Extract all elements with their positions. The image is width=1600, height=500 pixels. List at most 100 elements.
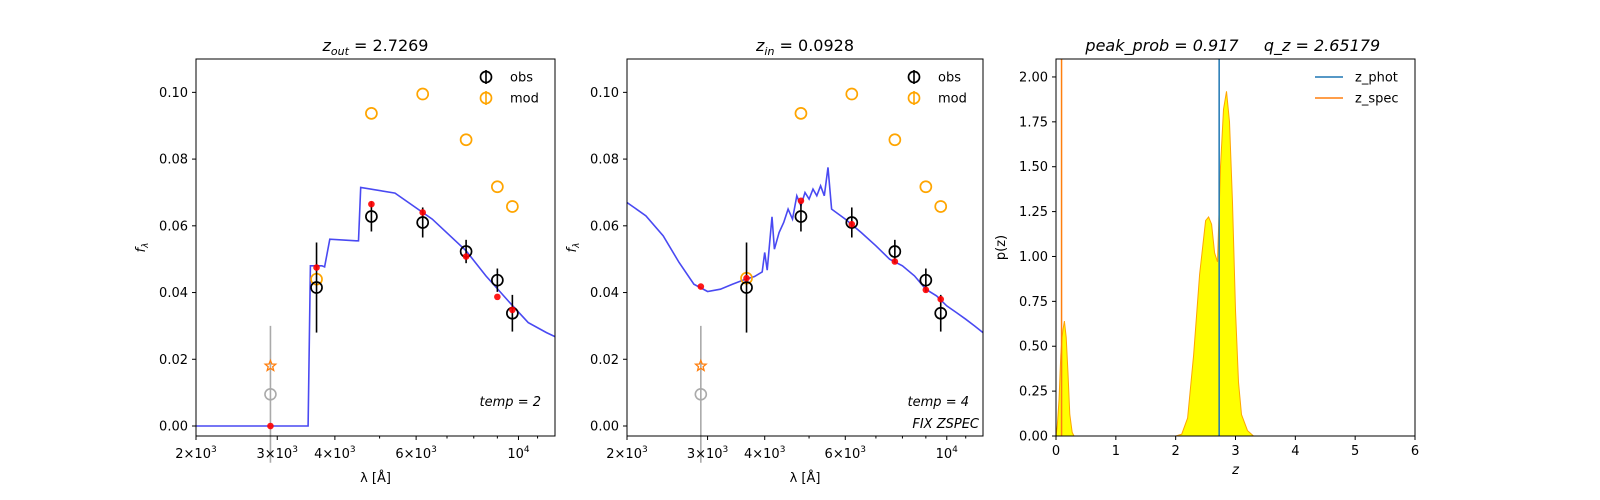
x-tick-label: 6×103: [395, 445, 436, 462]
y-tick-label: 0.06: [590, 219, 619, 234]
x-tick-label: 4×103: [314, 445, 355, 462]
y-tick-label: 0.00: [590, 419, 619, 434]
y-axis-label-sub: λ: [141, 243, 151, 249]
obs-point: [919, 273, 933, 287]
x-tick-label-base: 3×10: [257, 447, 293, 462]
x-tick-label: 1: [1112, 444, 1120, 459]
obs-point: [310, 281, 323, 294]
faint-obs-point: [694, 387, 708, 401]
title-sub: in: [764, 45, 774, 58]
model-flux-point: [368, 200, 375, 208]
model-flux-point: [313, 264, 320, 271]
y-tick-label: 1.50: [1019, 160, 1048, 175]
sed-model-line: [627, 167, 983, 334]
y-tick-label: 0.00: [1019, 430, 1048, 445]
x-tick-label-exp: 3: [211, 445, 217, 455]
legend-label: obs: [510, 71, 533, 86]
mod-point: [794, 107, 808, 120]
y-tick-label: 0.00: [159, 419, 188, 434]
x-tick-label: 4: [1291, 444, 1299, 459]
axes-frame: [195, 58, 556, 437]
star-marker: [263, 358, 278, 372]
mod-point: [365, 107, 378, 120]
y-axis-label-sub: λ: [572, 243, 582, 249]
y-tick-label: 0.02: [590, 353, 619, 368]
pdf-fill: [1056, 91, 1356, 437]
y-axis-label-main: f: [134, 245, 149, 252]
legend-label: obs: [938, 71, 961, 86]
model-flux-point: [509, 306, 516, 314]
x-axis-label: λ [Å]: [790, 470, 821, 486]
title-sub: out: [331, 45, 350, 58]
x-tick-label-base: 10: [507, 447, 524, 462]
x-tick-label-exp: 4: [952, 445, 958, 455]
x-tick-label: 2: [1172, 444, 1180, 459]
mod-point: [416, 87, 430, 101]
y-axis-label: p(z): [994, 235, 1009, 260]
x-tick-label-base: 6×10: [825, 447, 861, 462]
x-tick-label: 2×103: [175, 445, 216, 462]
y-tick-label: 0.02: [159, 353, 188, 368]
x-tick-label-exp: 3: [723, 445, 729, 455]
x-tick-label: 3: [1231, 444, 1239, 459]
legend-label: z_phot: [1355, 71, 1398, 86]
model-flux-point: [743, 274, 750, 282]
y-axis-label: fλ: [134, 243, 151, 253]
legend-marker: [479, 91, 493, 105]
x-tick-label-base: 10: [936, 447, 953, 462]
y-tick-label: 1.25: [1019, 205, 1048, 220]
legend-marker: [907, 70, 921, 84]
obs-point: [845, 216, 859, 229]
y-tick-label: 0.04: [590, 286, 619, 301]
model-flux-point: [267, 422, 274, 430]
obs-point: [888, 245, 902, 258]
panel-title: zout = 2.7269: [322, 36, 429, 58]
y-tick-label: 0.75: [1019, 295, 1048, 310]
mod-point: [845, 87, 859, 101]
title-var: z: [755, 36, 765, 55]
y-tick-label: 0.08: [159, 153, 188, 168]
x-tick-label-exp: 3: [292, 445, 298, 455]
mod-point: [919, 180, 933, 194]
x-axis-label: λ [Å]: [360, 470, 391, 486]
x-tick-label-base: 4×10: [744, 447, 780, 462]
sed-model-line: [196, 186, 555, 427]
legend-marker: [479, 70, 493, 84]
x-tick-label-exp: 3: [780, 445, 786, 455]
y-tick-label: 0.04: [159, 286, 188, 301]
y-tick-label: 1.00: [1019, 250, 1048, 265]
qz-title: q_z = 2.65179: [1264, 36, 1380, 56]
y-axis-label: fλ: [565, 243, 582, 253]
x-tick-label: 3×103: [257, 445, 298, 462]
x-tick-label-base: 4×10: [314, 447, 350, 462]
model-flux-point: [419, 209, 426, 216]
mod-point: [888, 133, 902, 147]
x-tick-label-base: 6×10: [395, 447, 431, 462]
x-tick-label: 6×103: [825, 445, 866, 462]
x-tick-label: 104: [936, 445, 959, 462]
y-axis-label-main: f: [565, 245, 580, 252]
legend-label: mod: [510, 92, 539, 107]
x-tick-label-exp: 3: [642, 445, 648, 455]
template-annotation: temp = 2: [480, 395, 541, 410]
title-value: = 0.0928: [774, 36, 854, 55]
panel-title: zin = 0.0928: [755, 36, 854, 58]
pz-panel: 0.00 0.25 0.50 0.75 1.00 1.25 1.50 1.75 2.00 0 1 2 3…: [994, 36, 1419, 478]
x-tick-label-base: 2×10: [606, 447, 642, 462]
mod-point: [934, 200, 948, 213]
x-tick-label: 3×103: [687, 445, 728, 462]
x-tick-label: 4×103: [744, 445, 785, 462]
x-tick-label: 5: [1351, 444, 1359, 459]
x-tick-label-base: 2×10: [175, 447, 211, 462]
title-value: = 2.7269: [349, 36, 429, 55]
peak-prob-title: peak_prob = 0.917: [1084, 36, 1239, 56]
y-tick-label: 1.75: [1019, 115, 1048, 130]
legend-label: z_spec: [1355, 92, 1399, 107]
legend-label: mod: [938, 92, 967, 107]
axes-frame: [626, 58, 984, 437]
model-flux-point: [462, 253, 470, 260]
sed-panel-1: 0.000.020.040.060.080.102×103 3×103 4×103 6…: [134, 36, 556, 486]
obs-point: [416, 216, 430, 229]
model-flux-point: [922, 286, 930, 294]
